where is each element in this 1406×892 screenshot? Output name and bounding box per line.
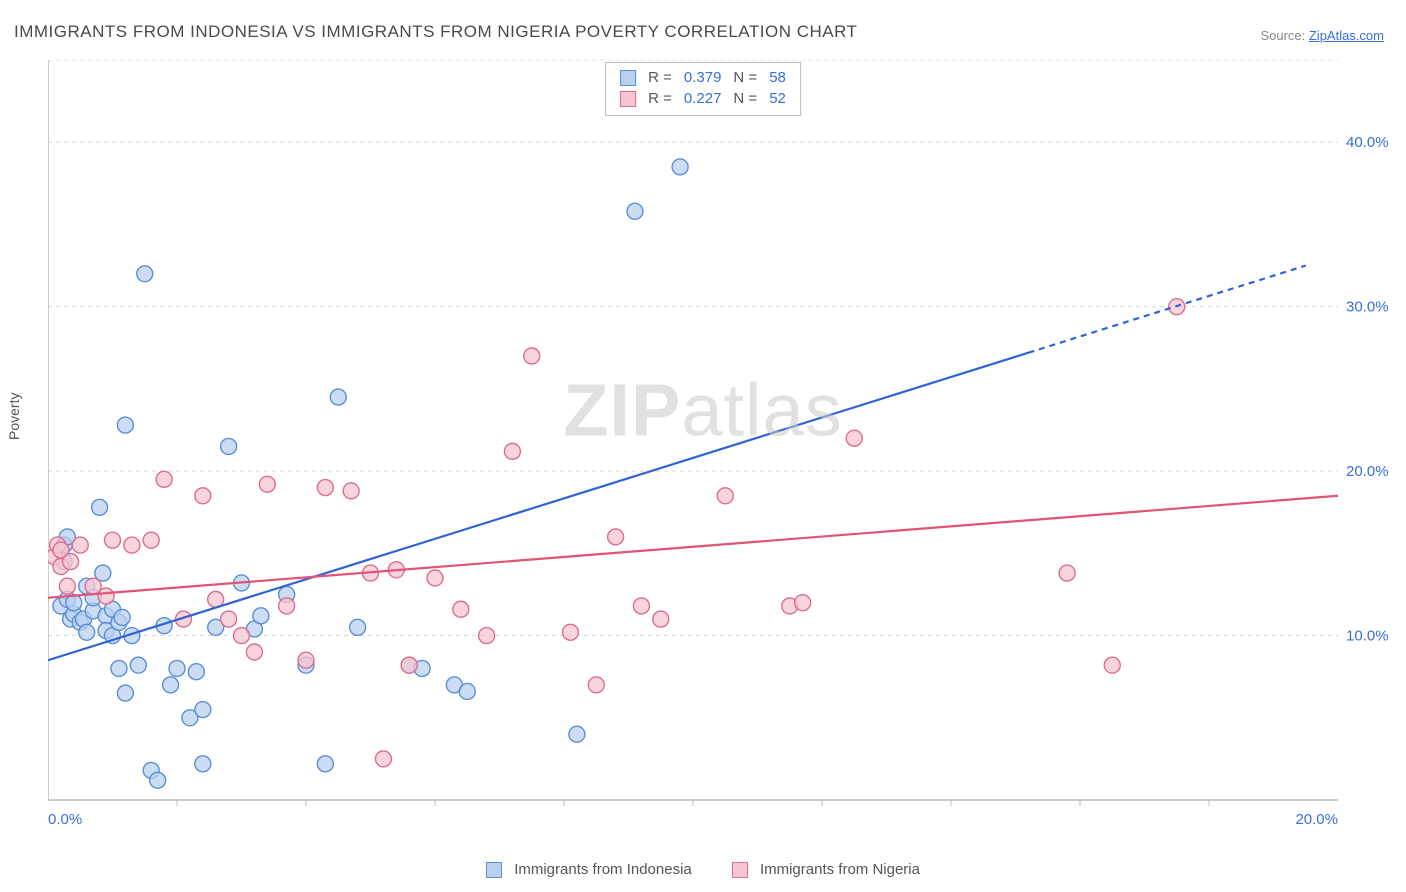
svg-text:30.0%: 30.0% [1346, 299, 1388, 316]
r-value: 0.227 [684, 90, 722, 107]
legend-swatch-icon [486, 862, 502, 878]
svg-text:40.0%: 40.0% [1346, 134, 1388, 151]
stats-row: R = 0.379 N = 58 [620, 67, 786, 88]
bottom-legend: Immigrants from Indonesia Immigrants fro… [0, 861, 1406, 878]
r-label: R = [648, 90, 672, 107]
legend-item: Immigrants from Nigeria [732, 861, 920, 878]
n-label: N = [733, 90, 757, 107]
n-value: 52 [769, 90, 786, 107]
legend-swatch-icon [620, 91, 636, 107]
scatter-chart-svg: 10.0% 20.0% 30.0% 40.0% 0.0% 20.0% [48, 60, 1388, 830]
n-label: N = [733, 69, 757, 86]
source-label: Source: [1260, 28, 1308, 43]
legend-label: Immigrants from Indonesia [514, 861, 692, 878]
correlation-stats-box: R = 0.379 N = 58 R = 0.227 N = 52 [605, 62, 801, 116]
n-value: 58 [769, 69, 786, 86]
y-axis-label: Poverty [6, 393, 22, 440]
r-value: 0.379 [684, 69, 722, 86]
legend-item: Immigrants from Indonesia [486, 861, 692, 878]
svg-text:10.0%: 10.0% [1346, 628, 1388, 645]
svg-text:20.0%: 20.0% [1295, 811, 1338, 828]
legend-swatch-icon [620, 70, 636, 86]
source-link[interactable]: ZipAtlas.com [1309, 28, 1384, 43]
legend-swatch-icon [732, 862, 748, 878]
chart-title: IMMIGRANTS FROM INDONESIA VS IMMIGRANTS … [14, 22, 857, 42]
legend-label: Immigrants from Nigeria [760, 861, 920, 878]
source-attribution: Source: ZipAtlas.com [1260, 28, 1384, 43]
chart-plot-area: 10.0% 20.0% 30.0% 40.0% 0.0% 20.0% [48, 60, 1388, 830]
svg-text:20.0%: 20.0% [1346, 463, 1388, 480]
svg-text:0.0%: 0.0% [48, 811, 82, 828]
r-label: R = [648, 69, 672, 86]
stats-row: R = 0.227 N = 52 [620, 88, 786, 109]
